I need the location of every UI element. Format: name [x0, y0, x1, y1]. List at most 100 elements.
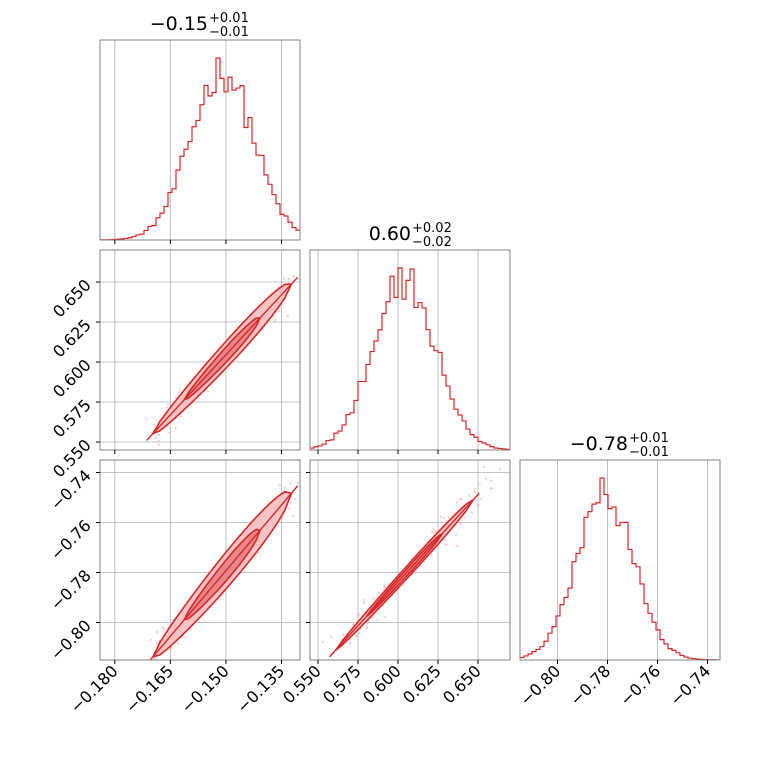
scatter-point [432, 532, 435, 535]
scatter-point [372, 597, 376, 600]
scatter-point [324, 662, 326, 664]
scatter-point [331, 464, 333, 466]
scatter-point [341, 633, 345, 637]
scatter-point [139, 677, 141, 679]
scatter-point [155, 642, 158, 645]
scatter-point [436, 521, 439, 524]
scatter-point [257, 552, 260, 555]
y-tick-label: 0.600 [49, 355, 95, 401]
scatter-point [329, 635, 333, 638]
scatter-point [152, 423, 156, 426]
scatter-point [146, 433, 149, 436]
x-tick-label: 0.550 [279, 661, 325, 707]
scatter-point [313, 232, 315, 234]
contour-core [146, 276, 299, 441]
scatter-point [166, 403, 169, 406]
scatter-point [430, 554, 433, 557]
scatter-point [177, 642, 180, 645]
scatter-point [484, 477, 488, 480]
x-tick-label: 0.650 [439, 661, 485, 707]
scatter-point [349, 638, 352, 641]
scatter-point [322, 666, 324, 668]
title-y-sub: −0.02 [412, 235, 452, 250]
x-tick-label: −0.180 [66, 661, 121, 716]
title-x-sup: +0.01 [209, 11, 249, 26]
scatter-point [157, 443, 160, 446]
x-tick-label: −0.74 [666, 661, 714, 709]
marks-hist-y [310, 267, 510, 450]
scatter-point [490, 487, 494, 490]
scatter-point [157, 433, 160, 436]
scatter-point [314, 685, 316, 687]
scatter-point [140, 673, 142, 675]
scatter-point [289, 501, 292, 504]
scatter-point [463, 516, 466, 519]
grid-hist-z [557, 460, 708, 660]
scatter-point [278, 483, 281, 487]
y-tick-label: 0.575 [49, 395, 95, 441]
x-tick-label: 0.575 [319, 661, 365, 707]
title-x-main: −0.15 [150, 13, 208, 35]
scatter-point [178, 389, 182, 392]
scatter-point [167, 431, 170, 434]
scatter-point [358, 631, 361, 634]
frame-hist-y [309, 249, 511, 451]
scatter-point [490, 479, 493, 482]
scatter-point [362, 598, 366, 602]
ticks-hist-z: −0.80 −0.78 −0.76 −0.74 [516, 660, 714, 709]
scatter-point [169, 648, 172, 651]
y-tick-label: −0.76 [47, 516, 95, 564]
scatter-point [313, 259, 315, 261]
scatter-point [306, 446, 308, 448]
scatter-point [132, 685, 134, 687]
y-tick-label: −0.80 [47, 616, 95, 664]
scatter-point [158, 439, 161, 443]
panel-hist-z: −0.80 −0.78 −0.76 −0.74 [516, 459, 721, 709]
scatter-point [314, 452, 316, 454]
scatter-point [316, 240, 318, 242]
scatter-point [161, 625, 165, 629]
title-x: −0.15 +0.01 −0.01 [150, 11, 249, 40]
panel-hist-x [99, 39, 301, 244]
title-y-sup: +0.02 [412, 221, 452, 236]
title-z-main: −0.78 [570, 433, 628, 455]
y-tick-label: 0.650 [49, 275, 95, 321]
scatter-point [168, 427, 171, 430]
x-tick-label: 0.625 [399, 661, 445, 707]
marks-scatter-x-z [132, 446, 333, 687]
scatter-point [292, 515, 295, 518]
scatter-point [365, 627, 368, 630]
scatter-point [499, 467, 502, 470]
scatter-point [156, 630, 159, 634]
scatter-point [459, 522, 463, 525]
scatter-point [150, 662, 152, 664]
scatter-point [479, 498, 483, 501]
x-tick-label: −0.165 [122, 661, 177, 716]
scatter-point [296, 482, 300, 485]
scatter-point [355, 635, 358, 638]
scatter-point [439, 515, 442, 519]
marks-scatter-x-y [130, 232, 318, 480]
scatter-point [305, 695, 307, 697]
scatter-point [289, 482, 292, 485]
scatter-point [286, 314, 289, 318]
scatter-point [377, 612, 380, 615]
scatter-point [130, 478, 132, 480]
grid-hist-x [114, 40, 282, 240]
scatter-point [174, 396, 177, 399]
marks-hist-z [520, 477, 720, 660]
ticks-hist-x [114, 240, 282, 244]
frame-scatter-y-z [309, 459, 511, 661]
title-z-sub: −0.01 [629, 445, 669, 460]
grid-scatter-x-z [100, 460, 300, 660]
scatter-point [520, 449, 522, 451]
histogram-step [310, 267, 510, 450]
title-z-sup: +0.01 [629, 431, 669, 446]
scatter-point [138, 678, 140, 680]
x-tick-label: 0.600 [359, 661, 405, 707]
scatter-point [184, 636, 187, 639]
scatter-point [171, 618, 174, 622]
scatter-point [444, 538, 447, 541]
frame-hist-z [519, 459, 721, 661]
